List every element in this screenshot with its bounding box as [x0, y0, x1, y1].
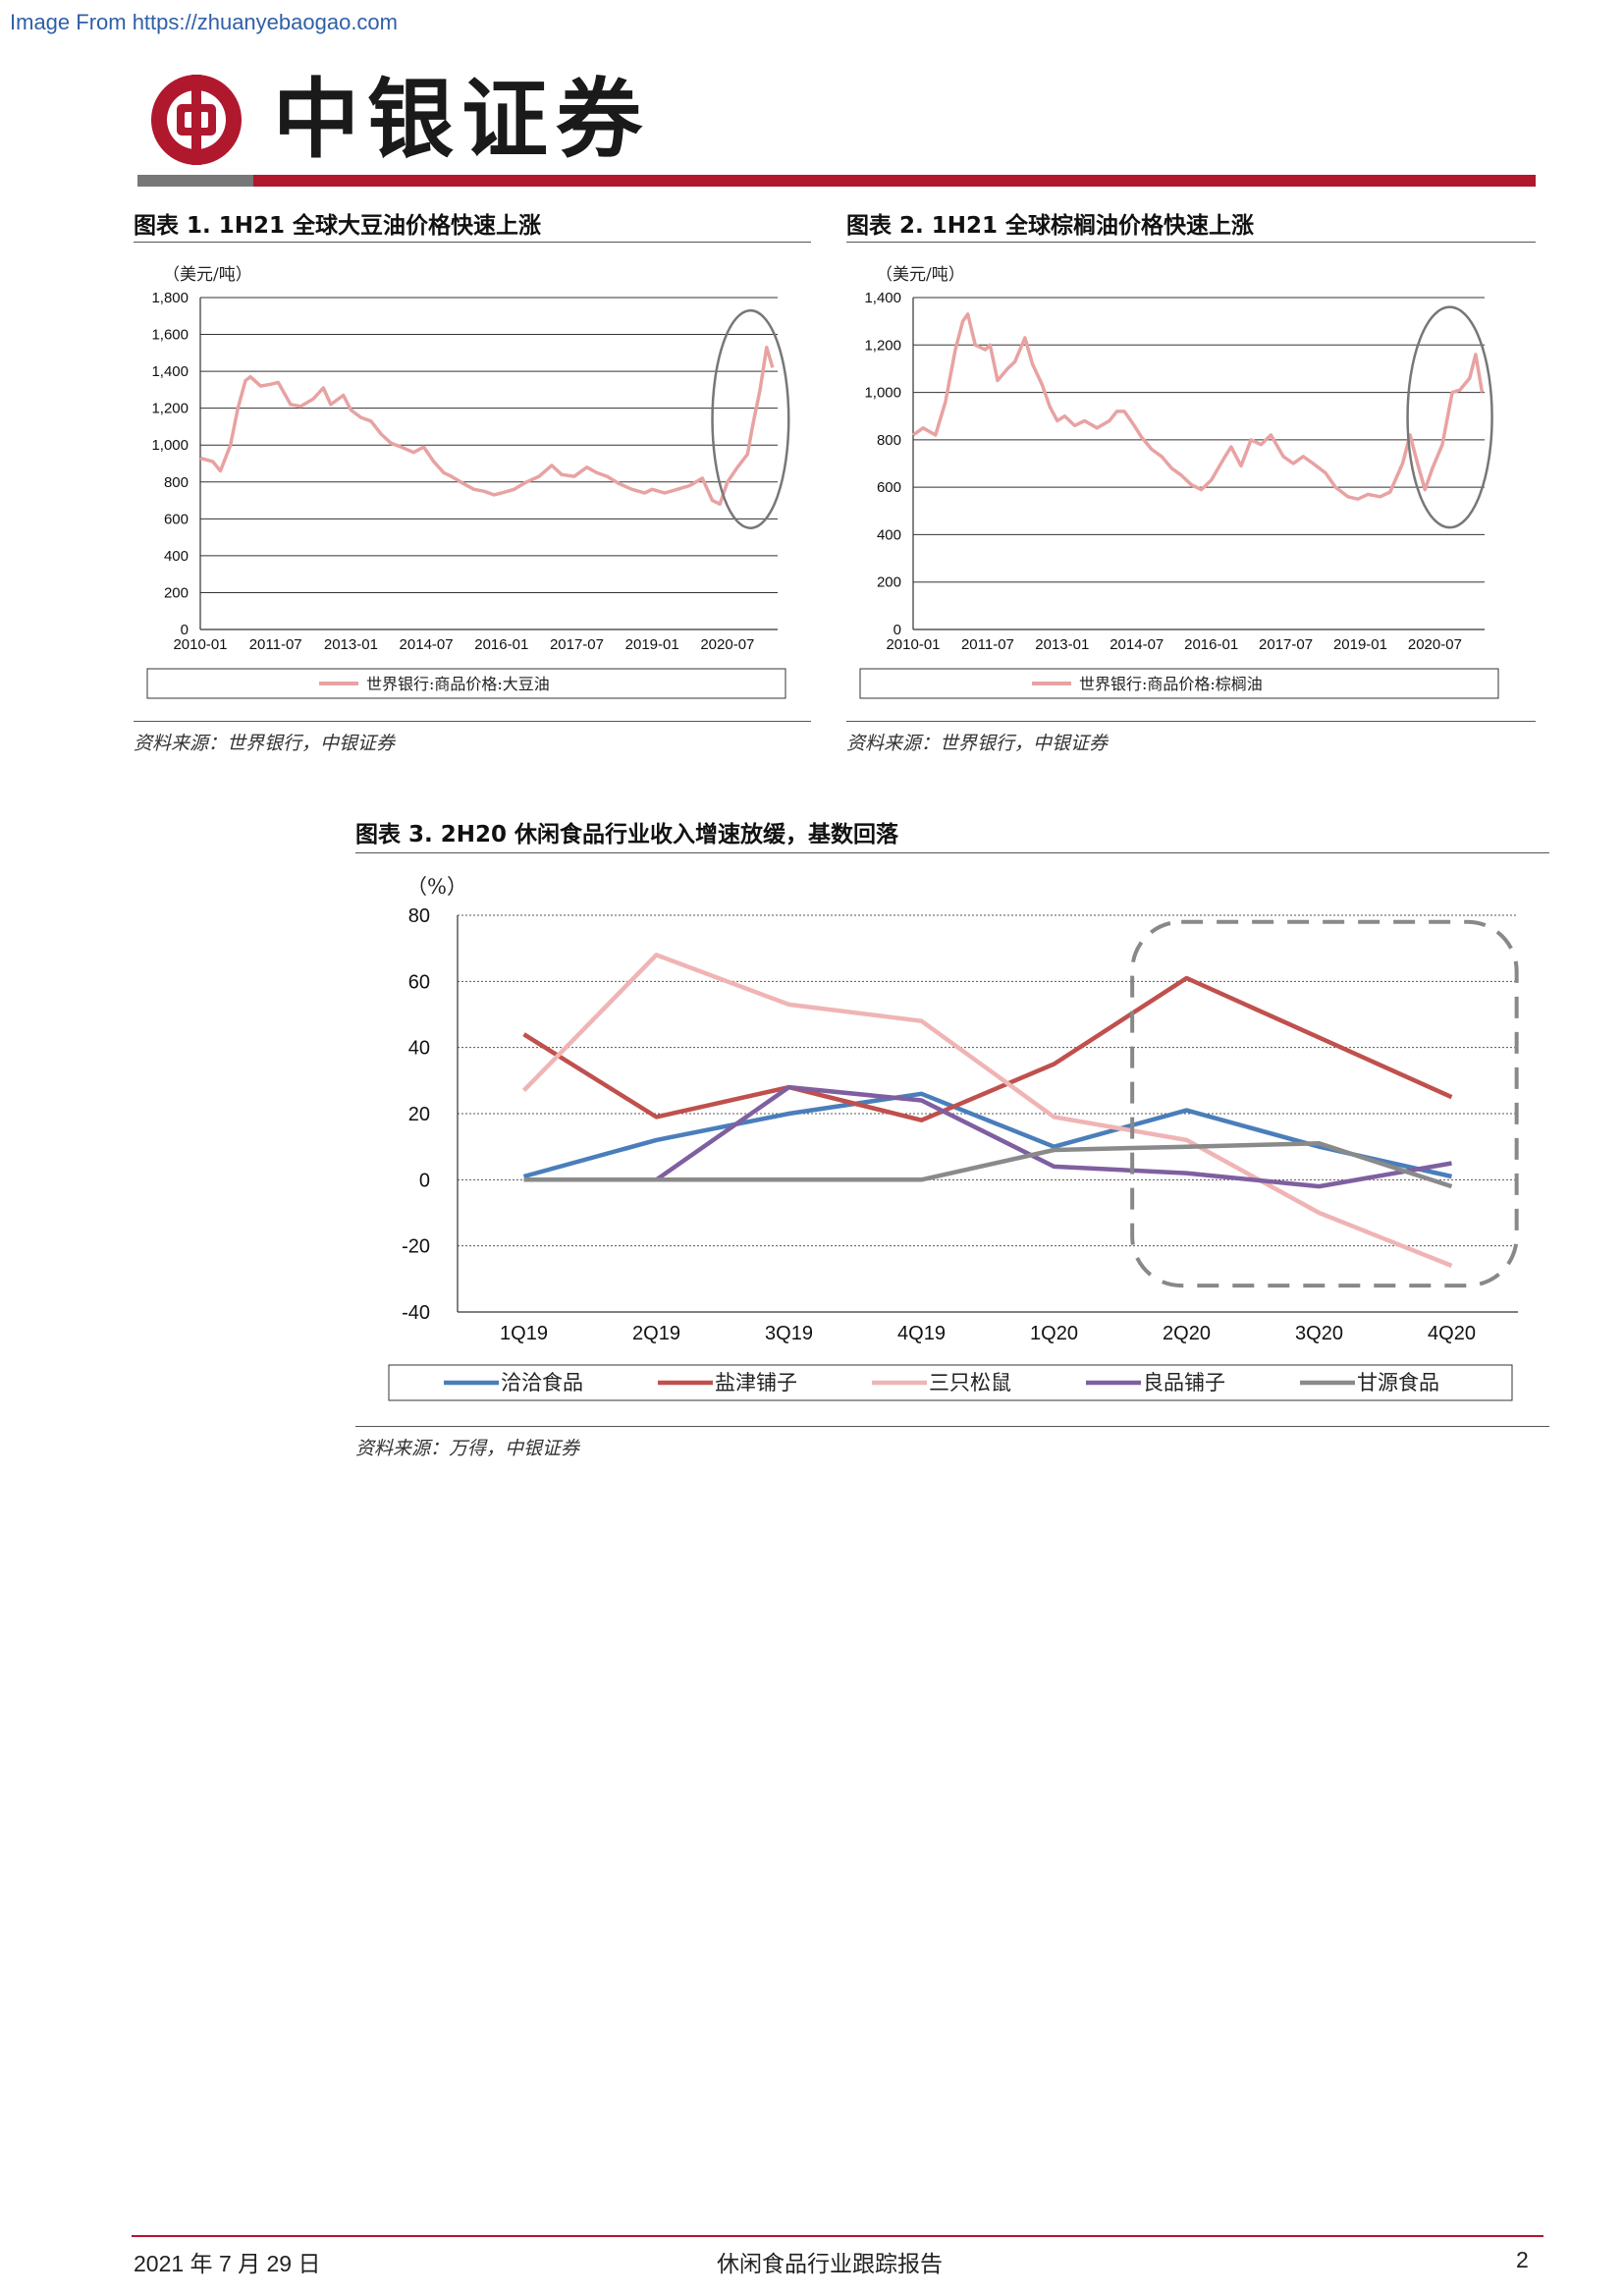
figure-3-source: 资料来源：万得，中银证券: [355, 1438, 580, 1459]
soybean-oil-chart: （美元/吨） 0 200 400 600 800 1,000 1,200 1,400 1,600 1…: [146, 265, 790, 699]
y-tick-label: 20: [408, 1104, 430, 1125]
legend-label: 三只松鼠: [929, 1371, 1011, 1394]
y-tick-label: 1,600: [151, 327, 189, 344]
legend-label: 洽洽食品: [501, 1371, 583, 1394]
legend-label: 盐津铺子: [715, 1371, 797, 1394]
header-rule: [137, 175, 1536, 187]
x-tick-label: 2019-01: [625, 636, 679, 653]
x-tick-label: 2013-01: [1035, 636, 1089, 653]
y-tick-label: 40: [408, 1038, 430, 1060]
x-tick-label: 1Q20: [1030, 1323, 1078, 1344]
y-tick-label: 800: [164, 474, 189, 491]
page-number: 2: [1516, 2247, 1529, 2272]
x-tick-label: 4Q20: [1428, 1323, 1476, 1344]
highlight-ellipse: [1406, 305, 1493, 529]
y-tick-label: 400: [877, 526, 901, 543]
figure-2-source: 资料来源：世界银行，中银证券: [846, 733, 1109, 754]
x-tick-label: 2Q19: [632, 1323, 680, 1344]
y-tick-label: -40: [402, 1302, 430, 1324]
y-tick-label: 800: [877, 432, 901, 449]
figure-3-top-rule: [355, 852, 1549, 853]
boc-logo-icon: [151, 75, 242, 165]
figure-3-bottom-rule: [355, 1426, 1549, 1427]
y-tick-label: 0: [181, 622, 189, 638]
x-tick-label: 2020-07: [700, 636, 754, 653]
x-tick-label: 2016-01: [474, 636, 528, 653]
snack-revenue-chart: （%） -40 -20 0 20 40 60 80 1Q19 2Q19 3Q19 4Q19 1Q20 2Q…: [388, 875, 1519, 1401]
figure-2-title: 图表 2. 1H21 全球棕榈油价格快速上涨: [846, 213, 1255, 239]
x-tick-label: 2019-01: [1333, 636, 1387, 653]
y-tick-label: 200: [877, 574, 901, 591]
figure-3-title: 图表 3. 2H20 休闲食品行业收入增速放缓，基数回落: [355, 822, 899, 847]
x-tick-label: 2011-07: [961, 636, 1014, 653]
x-tick-label: 2020-07: [1408, 636, 1462, 653]
series-line: [521, 953, 1453, 1268]
y-tick-label: 1,200: [151, 401, 189, 417]
series-line: [523, 1141, 1453, 1189]
figure-2-top-rule: [846, 242, 1536, 243]
series-line: [522, 1091, 1452, 1179]
legend-box: [859, 668, 1499, 699]
palm-oil-chart: （美元/吨） 0 200 400 600 800 1,000 1,200 1,400 2010-0…: [859, 265, 1499, 699]
y-tick-label: -20: [402, 1236, 430, 1258]
figure-2-chart: （美元/吨） 0 200 400 600 800 1,000 1,200 1,400 2010-0…: [846, 246, 1536, 707]
y-tick-label: 600: [877, 479, 901, 496]
x-tick-label: 2013-01: [324, 636, 378, 653]
footer-date: 2021 年 7 月 29 日: [134, 2251, 321, 2276]
y-tick-label: 1,400: [864, 290, 901, 306]
y-tick-label: 1,000: [151, 437, 189, 454]
x-tick-label: 4Q19: [897, 1323, 946, 1344]
y-axis-unit: （%）: [406, 875, 467, 899]
x-tick-label: 2017-07: [550, 636, 604, 653]
figure-1-chart: （美元/吨） 0 200 400 600 800 1,000 1,200 1,400 1,600 1…: [134, 246, 811, 707]
y-tick-label: 1,200: [864, 337, 901, 354]
x-tick-label: 2014-07: [1110, 636, 1164, 653]
figure-1-title: 图表 1. 1H21 全球大豆油价格快速上涨: [134, 213, 542, 239]
figure-1-source: 资料来源：世界银行，中银证券: [134, 733, 396, 754]
y-tick-label: 600: [164, 511, 189, 527]
x-tick-label: 2010-01: [886, 636, 940, 653]
x-tick-label: 2Q20: [1163, 1323, 1211, 1344]
x-tick-label: 2016-01: [1184, 636, 1238, 653]
y-tick-label: 60: [408, 971, 430, 993]
footer-rule: [132, 2235, 1543, 2237]
x-tick-label: 2010-01: [173, 636, 227, 653]
watermark-text[interactable]: Image From https://zhuanyebaogao.com: [10, 10, 398, 34]
y-tick-label: 80: [408, 905, 430, 927]
brand-logo: 中银证券: [147, 65, 697, 173]
footer-title: 休闲食品行业跟踪报告: [717, 2252, 943, 2277]
x-tick-label: 2017-07: [1259, 636, 1313, 653]
series-line: [523, 1084, 1452, 1189]
y-tick-label: 400: [164, 548, 189, 565]
figure-3-chart: （%） -40 -20 0 20 40 60 80 1Q19 2Q19 3Q19 4Q19 1Q20 2Q…: [355, 856, 1549, 1416]
series-line: [199, 345, 775, 507]
x-tick-label: 2011-07: [249, 636, 302, 653]
y-tick-label: 0: [893, 622, 901, 638]
figure-2-bottom-rule: [846, 721, 1536, 722]
y-tick-label: 1,400: [151, 363, 189, 380]
highlight-ellipse: [711, 308, 790, 529]
series-line: [911, 312, 1485, 501]
y-axis-unit: （美元/吨）: [163, 265, 252, 285]
figure-1-bottom-rule: [134, 721, 811, 722]
y-tick-label: 200: [164, 584, 189, 601]
series-line: [522, 975, 1453, 1122]
y-tick-label: 1,000: [864, 385, 901, 402]
y-tick-label: 1,800: [151, 290, 189, 306]
x-tick-label: 3Q19: [765, 1323, 813, 1344]
x-tick-label: 3Q20: [1295, 1323, 1343, 1344]
brand-name: 中银证券: [273, 68, 651, 170]
x-tick-label: 1Q19: [500, 1323, 548, 1344]
legend-label: 甘源食品: [1357, 1371, 1439, 1394]
y-tick-label: 0: [419, 1170, 430, 1191]
legend-label: 世界银行:商品价格:大豆油: [366, 675, 550, 693]
legend-box: [146, 668, 786, 699]
y-axis-unit: （美元/吨）: [876, 265, 965, 285]
legend-label: 世界银行:商品价格:棕榈油: [1079, 675, 1263, 693]
legend-label: 良品铺子: [1143, 1371, 1225, 1394]
x-tick-label: 2014-07: [400, 636, 454, 653]
highlight-box: [1130, 919, 1519, 1288]
figure-1-top-rule: [134, 242, 811, 243]
